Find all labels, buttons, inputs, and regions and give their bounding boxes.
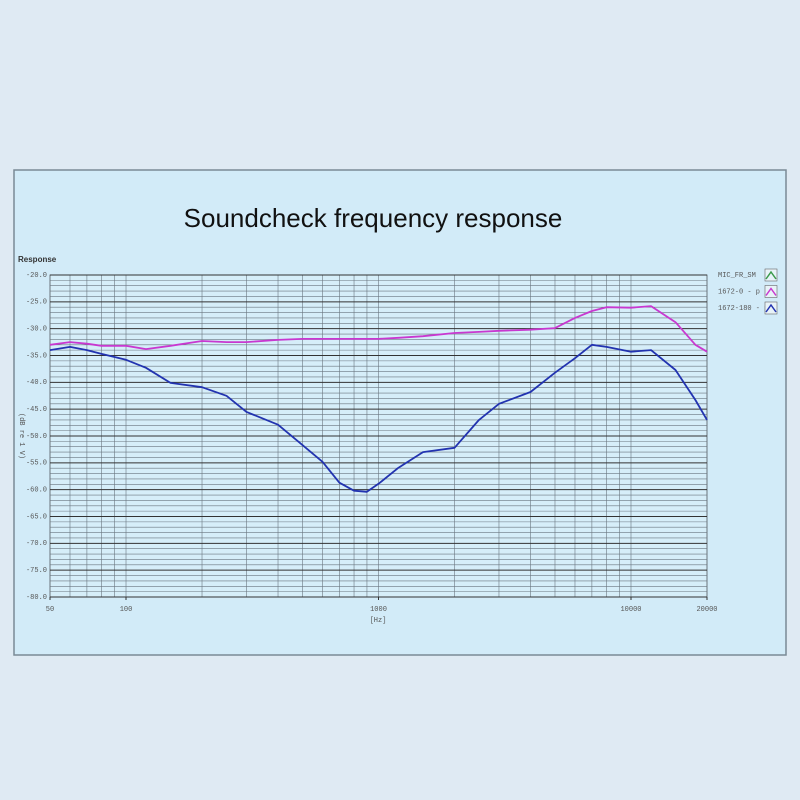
subtitle: Response — [18, 255, 57, 264]
y-tick-label: -75.0 — [26, 567, 47, 575]
x-tick-label: 20000 — [696, 606, 717, 614]
y-tick-label: -60.0 — [26, 487, 47, 495]
x-tick-label: 100 — [120, 606, 133, 614]
y-tick-label: -40.0 — [26, 379, 47, 387]
y-tick-label: -80.0 — [26, 594, 47, 602]
y-tick-label: -25.0 — [26, 299, 47, 307]
y-tick-label: -20.0 — [26, 272, 47, 280]
y-axis-label: (dB re 1 V) — [17, 413, 25, 459]
series-line — [49, 343, 708, 493]
y-tick-label: -65.0 — [26, 513, 47, 521]
legend-icon — [765, 270, 777, 280]
x-tick-label: 10000 — [620, 606, 641, 614]
y-tick-label: -30.0 — [26, 326, 47, 334]
legend-icon — [765, 287, 777, 296]
legend-swatch — [764, 285, 778, 298]
y-tick-label: -55.0 — [26, 460, 47, 468]
y-tick-label: -35.0 — [26, 352, 47, 360]
x-tick-label: 50 — [46, 606, 54, 614]
y-tick-label: -50.0 — [26, 433, 47, 441]
legend-label: 1672-180 - p — [718, 305, 768, 313]
y-tick-label: -70.0 — [26, 540, 47, 548]
legend-swatch — [764, 301, 778, 315]
chart-title: Soundcheck frequency response — [184, 203, 563, 233]
legend-label: 1672-0 - p — [718, 288, 760, 296]
y-tick-label: -45.0 — [26, 406, 47, 414]
x-axis-label: [Hz] — [370, 617, 387, 625]
legend-swatch — [764, 268, 778, 282]
x-tick-label: 1000 — [370, 606, 387, 614]
series-line — [49, 305, 708, 353]
legend-label: MIC_FR_SM — [718, 272, 756, 280]
legend-icon — [765, 303, 777, 313]
